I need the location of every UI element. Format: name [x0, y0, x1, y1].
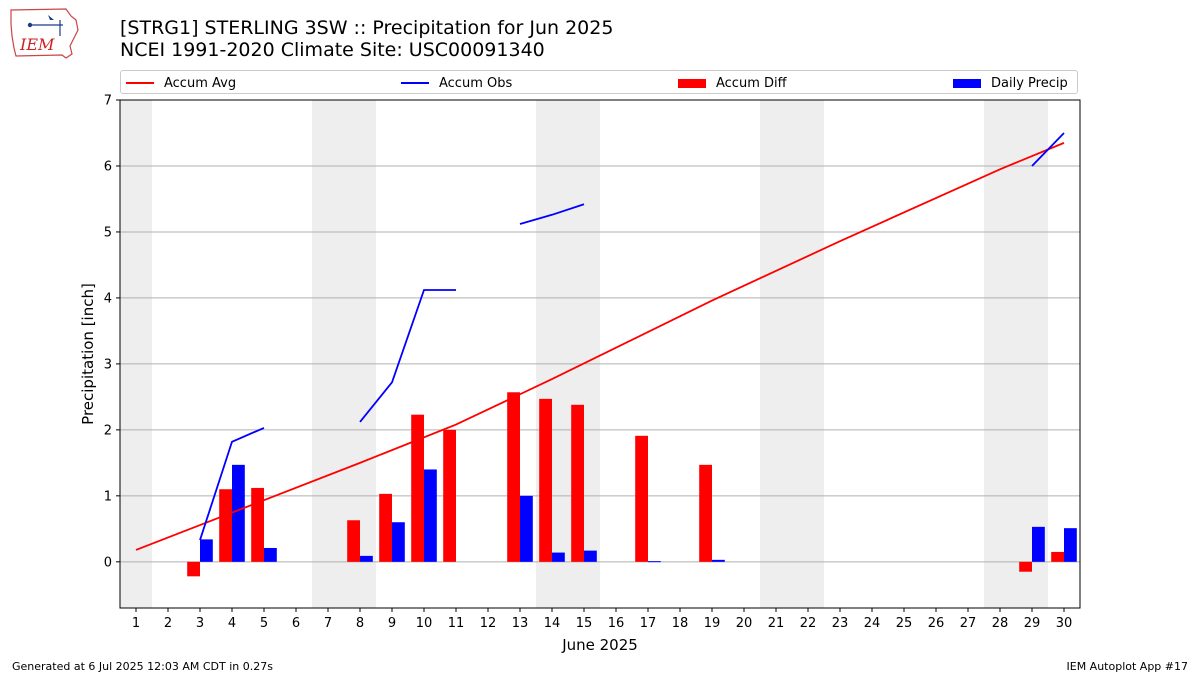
x-axis-label: June 2025	[561, 636, 638, 654]
daily-precip-bar	[712, 559, 725, 562]
x-tick-label: 13	[512, 616, 529, 631]
y-tick-label: 2	[104, 423, 112, 438]
daily-precip-bar	[552, 552, 565, 562]
accum-diff-bar	[347, 520, 360, 562]
accum-diff-bar	[251, 487, 264, 562]
x-tick-label: 7	[324, 616, 332, 631]
chart-subtitle: NCEI 1991-2020 Climate Site: USC00091340	[120, 39, 545, 61]
x-tick-label: 4	[228, 616, 236, 631]
x-tick-label: 6	[292, 616, 300, 631]
x-tick-label: 1	[132, 616, 140, 631]
x-tick-label: 10	[416, 616, 433, 631]
daily-precip-bar	[424, 469, 437, 562]
accum-avg-line	[135, 142, 1065, 551]
logo-text: IEM	[19, 35, 55, 54]
x-tick-label: 15	[576, 616, 593, 631]
weekend-shade	[312, 100, 376, 608]
chart-title: [STRG1] STERLING 3SW :: Precipitation fo…	[120, 17, 614, 39]
y-tick-label: 1	[104, 489, 112, 504]
daily-precip-bar	[1032, 526, 1045, 562]
legend-label-daily-precip: Daily Precip	[991, 75, 1068, 91]
legend-item-accum-diff: Accum Diff	[678, 74, 787, 92]
x-tick-label: 9	[388, 616, 396, 631]
y-tick-label: 6	[104, 159, 112, 174]
x-tick-label: 19	[704, 616, 721, 631]
iem-logo: IEM	[8, 6, 80, 60]
x-tick-label: 17	[640, 616, 657, 631]
legend-label-accum-diff: Accum Diff	[716, 75, 787, 91]
accum-diff-bar	[379, 493, 392, 562]
x-tick-label: 11	[448, 616, 465, 631]
x-tick-label: 30	[1056, 616, 1073, 631]
legend-swatch-accum-avg	[126, 82, 154, 84]
x-tick-label: 18	[672, 616, 689, 631]
x-tick-label: 25	[896, 616, 913, 631]
x-tick-label: 14	[544, 616, 561, 631]
accum-diff-bar	[1019, 561, 1032, 572]
daily-precip-bar	[520, 495, 533, 562]
weekend-shade	[984, 100, 1048, 608]
footer-app: IEM Autoplot App #17	[1066, 660, 1189, 673]
x-tick-label: 2	[164, 616, 172, 631]
x-tick-label: 28	[992, 616, 1009, 631]
x-tick-label: 12	[480, 616, 497, 631]
accum-diff-bar	[571, 404, 584, 562]
accum-diff-bar	[187, 561, 200, 577]
accum-diff-bar	[507, 392, 520, 562]
x-tick-label: 3	[196, 616, 204, 631]
accum-diff-bar	[635, 435, 648, 562]
daily-precip-bar	[264, 547, 277, 562]
legend: Accum Avg Accum Obs Accum Diff Daily Pre…	[120, 70, 1078, 94]
x-tick-label: 21	[768, 616, 785, 631]
x-tick-label: 23	[832, 616, 849, 631]
daily-precip-bar	[200, 539, 213, 562]
accum-diff-bar	[1051, 551, 1064, 562]
legend-item-daily-precip: Daily Precip	[953, 74, 1068, 92]
legend-swatch-daily-precip	[953, 78, 981, 88]
legend-swatch-accum-diff	[678, 78, 706, 88]
daily-precip-bar	[232, 464, 245, 562]
weekend-shade	[120, 100, 152, 608]
legend-item-accum-obs: Accum Obs	[401, 74, 512, 92]
accum-obs-line	[199, 427, 265, 541]
daily-precip-bar	[584, 550, 597, 562]
legend-item-accum-avg: Accum Avg	[126, 74, 236, 92]
weekend-shade	[760, 100, 824, 608]
y-tick-label: 5	[104, 225, 112, 240]
x-tick-label: 24	[864, 616, 881, 631]
legend-label-accum-avg: Accum Avg	[164, 75, 237, 91]
accum-diff-bar	[539, 398, 552, 562]
accum-diff-bar	[699, 464, 712, 562]
x-tick-label: 26	[928, 616, 945, 631]
accum-diff-bar	[443, 429, 456, 562]
x-tick-label: 16	[608, 616, 625, 631]
daily-precip-bar	[1064, 528, 1077, 562]
y-tick-label: 3	[104, 357, 112, 372]
accum-obs-line	[359, 289, 456, 423]
x-tick-label: 22	[800, 616, 817, 631]
y-tick-label: 7	[104, 94, 112, 109]
x-tick-label: 27	[960, 616, 977, 631]
daily-precip-bar	[392, 522, 405, 562]
y-axis-label: Precipitation [inch]	[79, 283, 97, 425]
legend-swatch-accum-obs	[401, 82, 429, 84]
x-tick-label: 8	[356, 616, 364, 631]
legend-label-accum-obs: Accum Obs	[439, 75, 513, 91]
accum-diff-bar	[219, 489, 232, 562]
plot-frame	[119, 99, 1081, 609]
y-tick-label: 0	[104, 555, 112, 570]
footer-generated: Generated at 6 Jul 2025 12:03 AM CDT in …	[12, 660, 273, 673]
accum-diff-bar	[411, 414, 424, 562]
x-tick-label: 20	[736, 616, 753, 631]
accum-obs-line	[519, 203, 585, 225]
accum-obs-line	[1031, 132, 1065, 167]
y-tick-label: 4	[104, 291, 112, 306]
daily-precip-bar	[360, 555, 373, 562]
x-tick-label: 29	[1024, 616, 1041, 631]
daily-precip-bar	[648, 561, 661, 563]
x-tick-label: 5	[260, 616, 268, 631]
